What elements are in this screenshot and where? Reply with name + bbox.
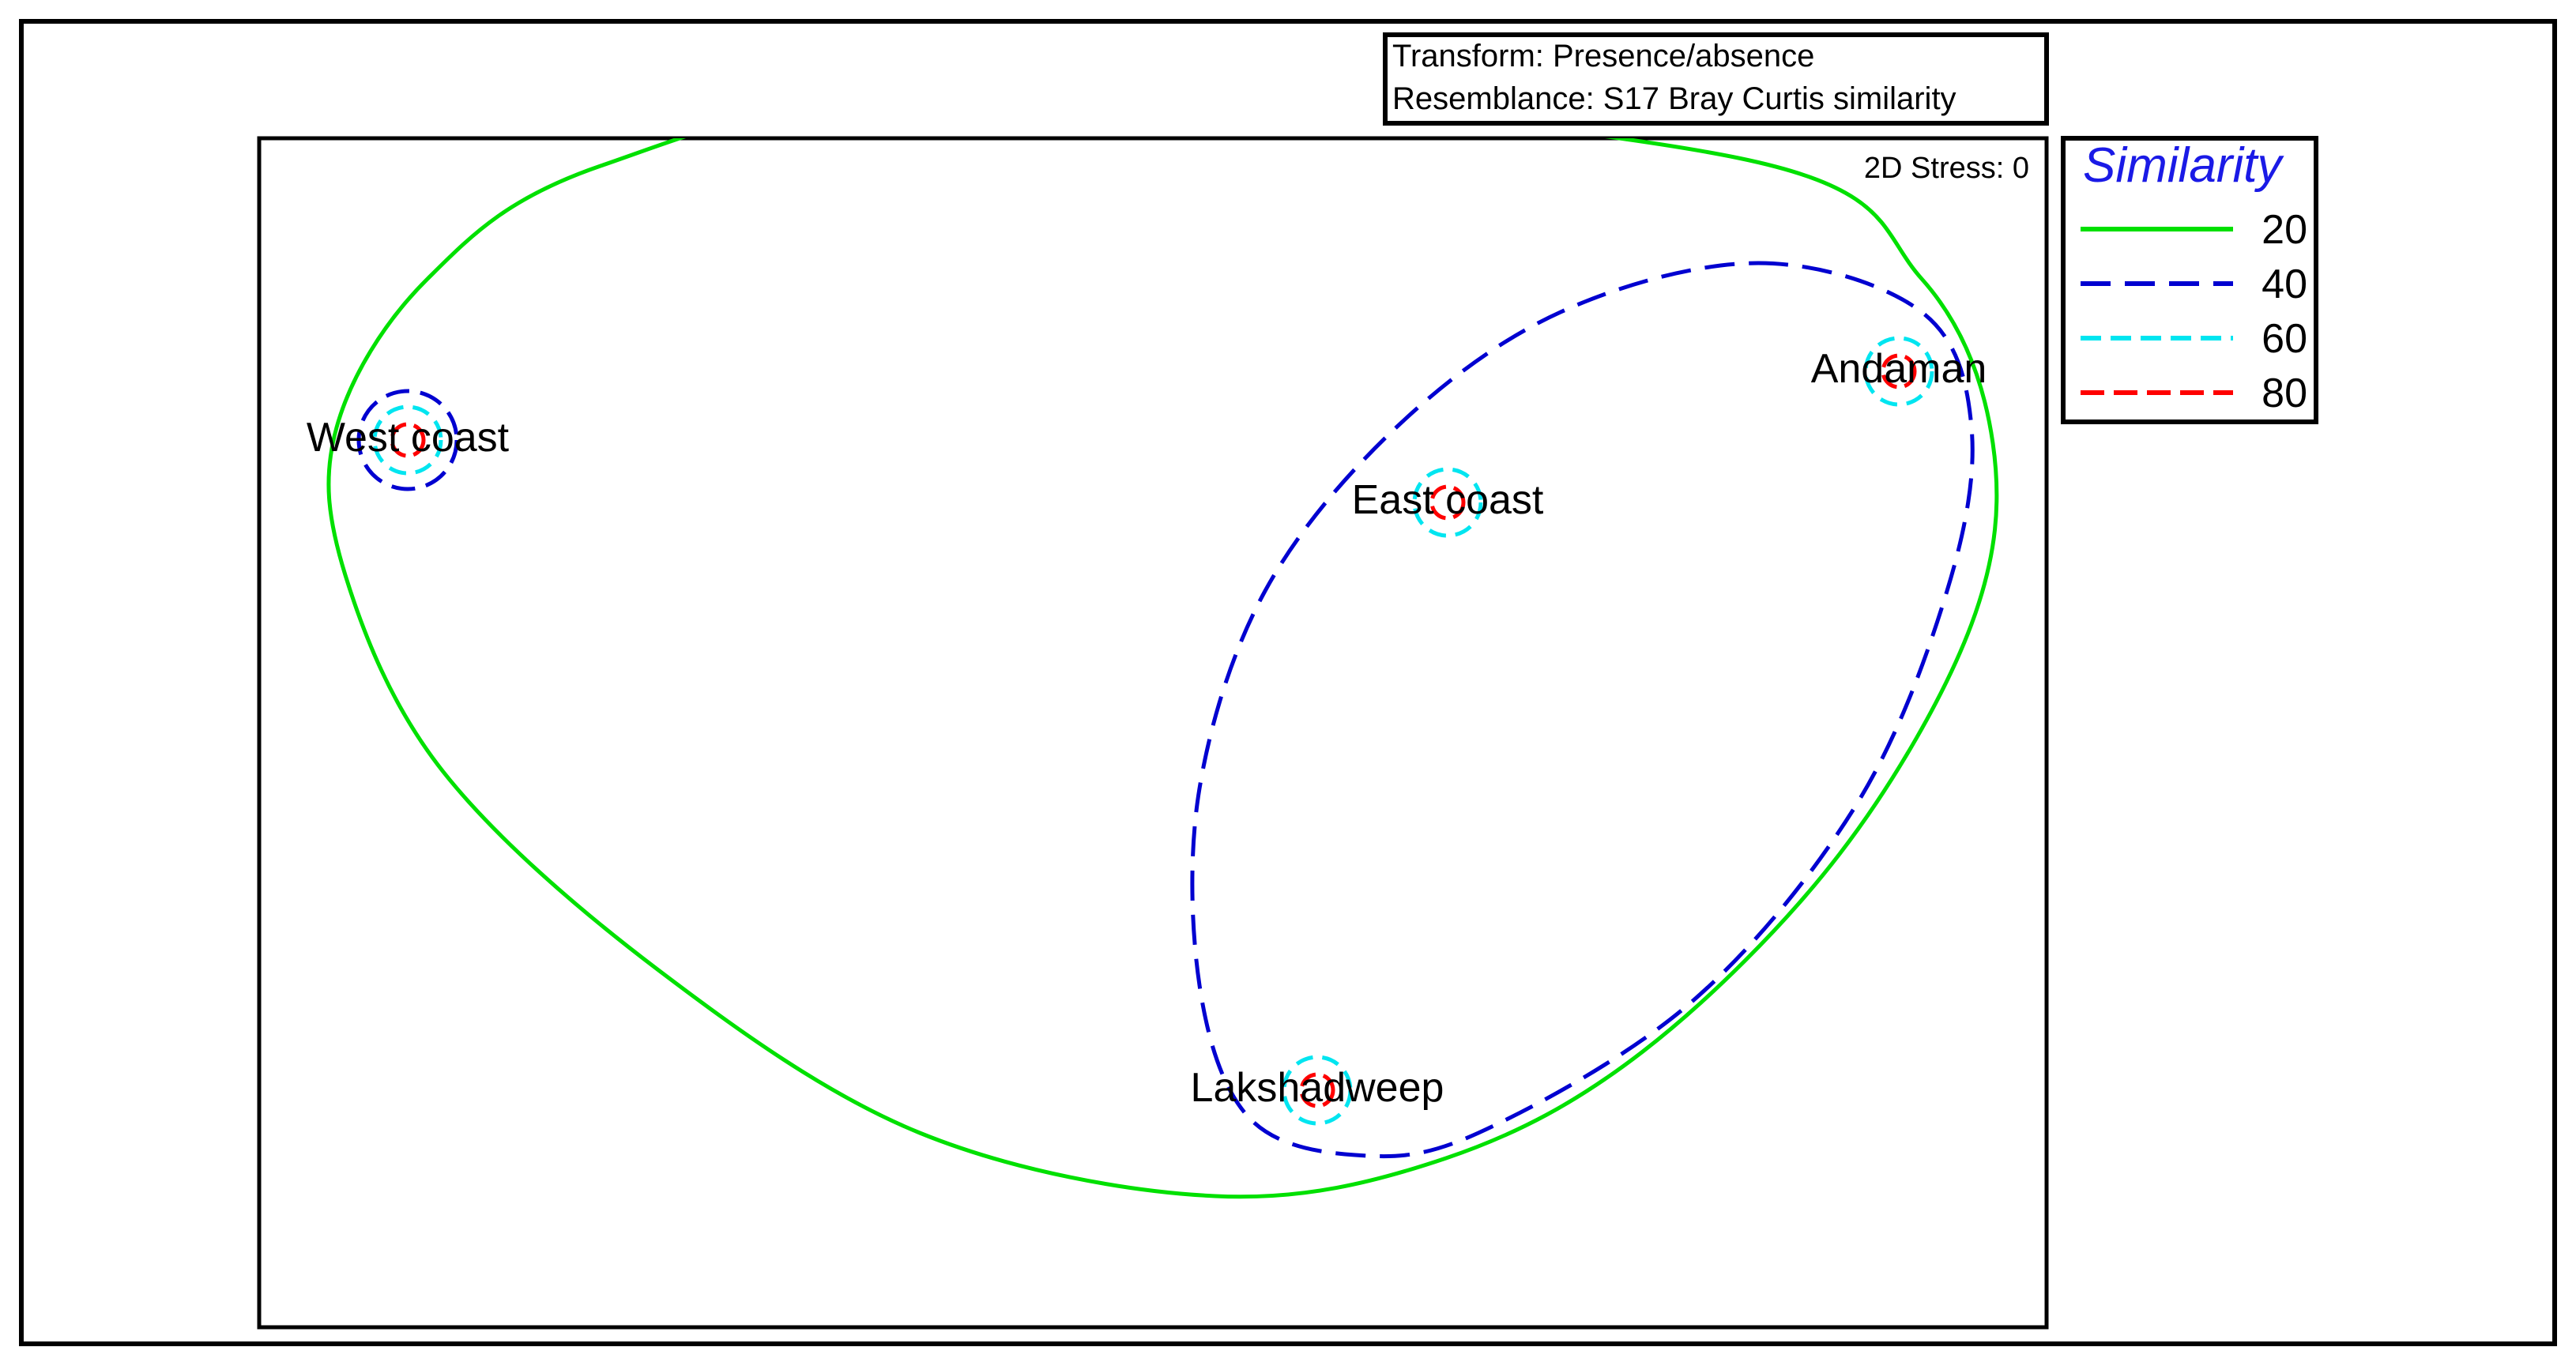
- point-label: Andaman: [1811, 346, 1987, 392]
- similarity-60-circle: [1282, 1055, 1353, 1126]
- point-label: West coast: [307, 415, 510, 461]
- legend-title: Similarity: [2083, 138, 2284, 193]
- similarity-60-circle: [1863, 336, 1934, 407]
- point-lakshadweep: Lakshadweep: [1191, 1055, 1444, 1126]
- legend-label: 60: [2262, 316, 2307, 362]
- legend-entry-20: 20: [2081, 207, 2307, 253]
- point-label: Lakshadweep: [1191, 1065, 1444, 1111]
- transform-label: Transform: Presence/absence: [1392, 39, 1814, 73]
- similarity-80-circle: [1429, 484, 1466, 521]
- point-andaman: Andaman: [1811, 336, 1987, 407]
- point-label: East coast: [1352, 477, 1544, 523]
- stress-label: 2D Stress: 0: [1864, 152, 2029, 185]
- similarity-80-circle: [1881, 353, 1917, 389]
- similarity-40-contour: [1190, 261, 1975, 1159]
- legend-entry-40: 40: [2081, 261, 2307, 307]
- resemblance-label: Resemblance: S17 Bray Curtis similarity: [1392, 81, 1956, 116]
- similarity-40-circle: [356, 389, 459, 491]
- legend-entry-60: 60: [2081, 316, 2307, 362]
- point-west-coast: West coast: [307, 389, 510, 491]
- point-east-coast: East coast: [1352, 467, 1544, 538]
- legend-label: 20: [2262, 207, 2307, 253]
- legend-entry-80: 80: [2081, 371, 2307, 416]
- legend-label: 80: [2262, 371, 2307, 416]
- info-box: Transform: Presence/absence Resemblance:…: [1383, 32, 2049, 126]
- legend: Similarity 20 40 60 80: [2061, 136, 2318, 424]
- similarity-80-circle: [390, 422, 426, 458]
- similarity-60-circle: [1412, 467, 1483, 538]
- legend-label: 40: [2262, 261, 2307, 307]
- similarity-80-circle: [1299, 1072, 1335, 1108]
- similarity-20-contour: [326, 138, 1999, 1199]
- similarity-60-circle: [372, 404, 443, 476]
- plot-frame: [257, 136, 2049, 1330]
